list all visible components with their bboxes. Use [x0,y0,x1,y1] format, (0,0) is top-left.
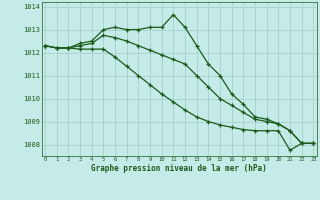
X-axis label: Graphe pression niveau de la mer (hPa): Graphe pression niveau de la mer (hPa) [91,164,267,173]
